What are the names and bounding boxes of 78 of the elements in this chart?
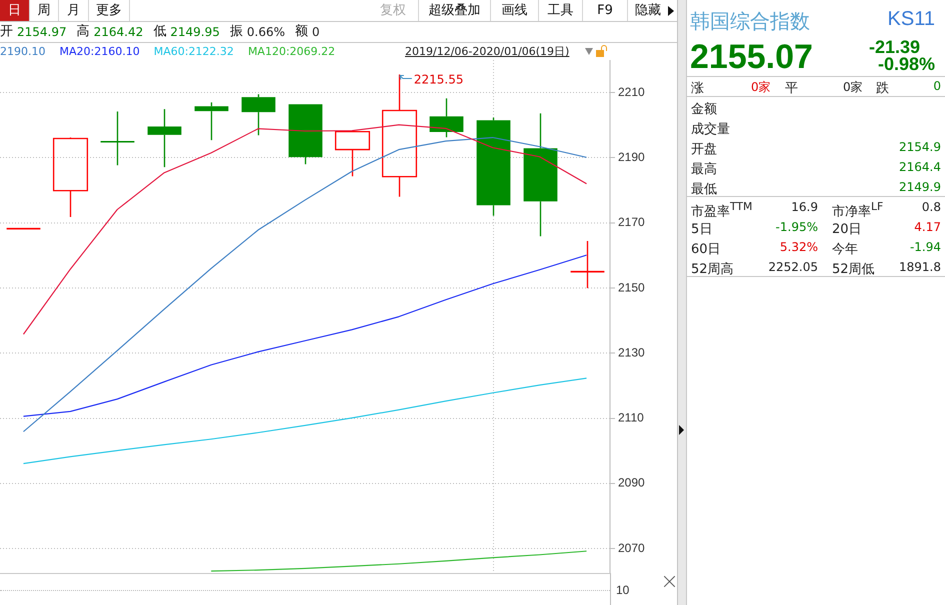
text: 1891.8 xyxy=(899,260,941,276)
y-tick-label: 2090 xyxy=(618,476,646,490)
candlestick xyxy=(476,117,510,216)
text: 2252.05 xyxy=(768,260,818,276)
text: 成交量 xyxy=(691,120,730,136)
text: 高 xyxy=(76,24,90,40)
y-tick-label: 2210 xyxy=(618,84,646,99)
text: 60日 xyxy=(691,241,721,257)
text: 最低 xyxy=(691,180,717,196)
text: 日 xyxy=(0,0,29,21)
candlestick xyxy=(148,108,182,168)
text: 复权 xyxy=(368,0,418,21)
text: 2155.07 xyxy=(690,37,813,77)
text: 20日 xyxy=(832,221,862,237)
text: 最高 xyxy=(691,160,717,176)
text: 开盘 xyxy=(691,140,717,156)
annotation: 2215.55 xyxy=(414,72,464,87)
text: 2164.4 xyxy=(899,160,941,176)
text: 2154.97 xyxy=(17,24,67,40)
text: 额 xyxy=(295,24,308,40)
candlestick xyxy=(524,112,558,237)
text: 月 xyxy=(59,0,88,21)
text: 振 xyxy=(230,24,243,40)
text: -1.95% xyxy=(776,220,818,236)
text: -21.39 xyxy=(868,37,920,57)
text: 52周低 xyxy=(832,261,875,277)
candlestick xyxy=(194,102,228,141)
text: MA60:2122.32 xyxy=(154,44,234,58)
text: 工具 xyxy=(539,0,582,21)
text: 更多 xyxy=(89,0,129,21)
text: F9 xyxy=(583,0,627,21)
candlestick xyxy=(100,110,134,166)
text: MA120:2069.22 xyxy=(248,44,336,58)
text: 平 xyxy=(785,80,798,96)
text: 0家 xyxy=(843,79,863,95)
text: 周 xyxy=(30,0,58,21)
text: 市净率$^{LF}$ xyxy=(832,200,884,220)
text: 5日 xyxy=(691,221,712,237)
text: 16.9 xyxy=(791,200,818,216)
y-tick-label: 2150 xyxy=(618,280,646,294)
text: 52周高 xyxy=(691,261,734,277)
text: 低 xyxy=(153,24,166,40)
text: -1.94 xyxy=(910,240,941,256)
text: 超级叠加 xyxy=(419,0,490,21)
candlestick xyxy=(430,98,464,138)
text: 韩国综合指数 xyxy=(690,8,810,35)
text: 隐藏 xyxy=(634,2,662,20)
text: -0.98% xyxy=(878,54,935,75)
text: 2149.95 xyxy=(170,24,220,40)
text: 2154.9 xyxy=(899,140,941,156)
text: 涨 xyxy=(691,80,704,96)
text: 0家 xyxy=(751,79,771,95)
text: 2190.10 xyxy=(0,44,46,58)
text: 0.8 xyxy=(922,200,941,216)
text: 开 xyxy=(0,24,13,40)
text: 市盈率$^{TTM}$ xyxy=(691,200,752,220)
text: KS11 xyxy=(888,8,935,31)
candlestick xyxy=(570,240,604,289)
text: 10 xyxy=(616,583,630,597)
y-tick-label: 2110 xyxy=(618,410,644,425)
text: 今年 xyxy=(832,241,858,257)
y-tick-label: 2170 xyxy=(618,215,646,230)
y-tick-label: 2190 xyxy=(618,150,646,164)
text: 2019/12/06-2020/01/06(19日) xyxy=(405,45,570,59)
text: 4.17 xyxy=(914,220,941,236)
candlestick xyxy=(242,94,276,136)
text: 0 xyxy=(933,79,941,95)
text: 2164.42 xyxy=(94,24,144,40)
text: 5.32% xyxy=(780,240,818,256)
y-tick-label: 2130 xyxy=(618,345,646,360)
text: 画线 xyxy=(491,0,538,21)
text: 0 xyxy=(312,24,320,40)
text: 2149.9 xyxy=(899,180,941,196)
text: MA20:2160.10 xyxy=(60,44,140,58)
text: 跌 xyxy=(876,80,889,96)
text: 0.66% xyxy=(246,24,285,40)
text: 金额 xyxy=(691,100,717,116)
y-tick-label: 2070 xyxy=(618,540,646,555)
